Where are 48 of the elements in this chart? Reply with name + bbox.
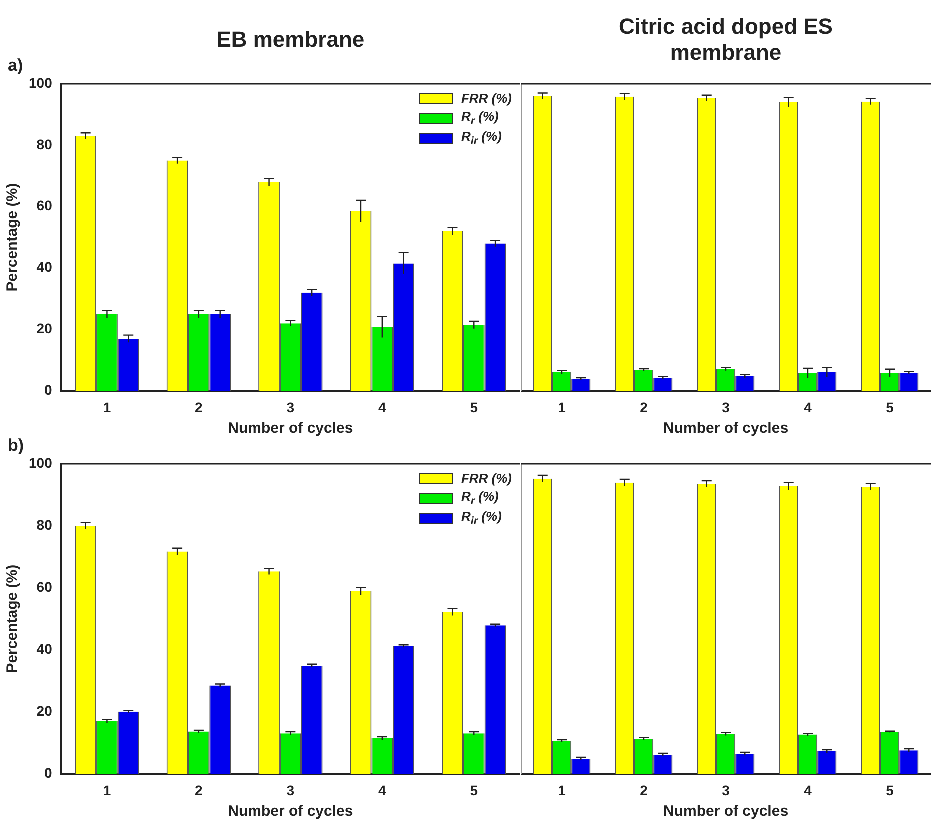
x-tick-label: 5 [470, 399, 478, 416]
y-tick-label: 0 [44, 382, 53, 398]
x-tick-label: 3 [286, 399, 295, 416]
x-tick-label: 1 [103, 782, 112, 798]
y-tick-label: 60 [36, 198, 53, 214]
x-tick-label: 3 [722, 782, 730, 798]
y-axis-title: Percentage (%) [4, 183, 22, 292]
x-tick-label: 1 [103, 399, 112, 416]
legend-label: FRR (%) [461, 470, 512, 486]
x-tick-label: 4 [804, 399, 812, 416]
legend-label: R$_{r}$ (%) [461, 488, 499, 508]
y-axis-title: Percentage (%) [4, 564, 22, 674]
x-tick-label: 5 [886, 399, 894, 416]
x-axis-title: Number of cycles [228, 803, 354, 820]
x-tick-label: 2 [195, 782, 204, 798]
y-tick-label: 0 [44, 765, 53, 782]
x-axis-title: Number of cycles [663, 420, 789, 438]
text: a) [8, 56, 24, 76]
y-tick-label: 80 [36, 516, 53, 533]
x-tick-label: 2 [640, 399, 648, 416]
x-axis-title: Number of cycles [663, 803, 789, 820]
legend-label: R$_{ir}$ (%) [461, 508, 502, 528]
legend-label: R$_{r}$ (%) [461, 108, 499, 128]
x-axis-title: Number of cycles [228, 420, 354, 438]
x-tick-label: 3 [286, 782, 295, 798]
x-tick-label: 2 [640, 782, 648, 798]
y-tick-label: 40 [36, 259, 53, 276]
y-tick-label: 60 [36, 578, 53, 595]
y-tick-label: 20 [36, 703, 53, 720]
x-tick-label: 4 [378, 782, 387, 798]
chart-title: EB membrane [216, 27, 365, 53]
x-tick-label: 4 [804, 782, 812, 798]
y-tick-label: 80 [36, 136, 53, 152]
y-tick-label: 20 [36, 320, 53, 337]
x-tick-label: 1 [558, 782, 566, 798]
x-tick-label: 3 [722, 399, 730, 416]
legend-label: FRR (%) [461, 90, 512, 106]
y-tick-label: 100 [29, 454, 53, 471]
x-tick-label: 2 [195, 399, 204, 416]
x-tick-label: 5 [886, 782, 894, 798]
x-tick-label: 5 [470, 782, 478, 798]
text: b) [8, 436, 24, 456]
chart-title: Citric acid doped ES membrane [618, 14, 834, 66]
x-tick-label: 1 [558, 399, 566, 416]
y-tick-label: 100 [29, 74, 53, 91]
y-tick-label: 40 [36, 640, 53, 657]
legend-label: R$_{ir}$ (%) [461, 128, 502, 148]
x-tick-label: 4 [378, 399, 387, 416]
